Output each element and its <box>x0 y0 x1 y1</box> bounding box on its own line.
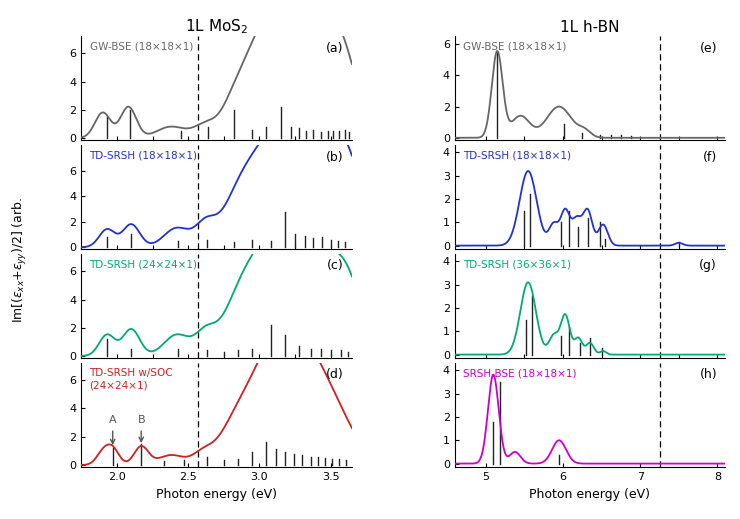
Text: (d): (d) <box>326 368 344 381</box>
Text: A: A <box>109 415 116 444</box>
Text: TD-SRSH (36×36×1): TD-SRSH (36×36×1) <box>462 260 571 269</box>
Title: 1L MoS$_2$: 1L MoS$_2$ <box>185 18 248 36</box>
Text: (h): (h) <box>699 368 717 381</box>
Text: (a): (a) <box>326 42 344 54</box>
Text: SRSH-BSE (18×18×1): SRSH-BSE (18×18×1) <box>462 368 576 378</box>
Title: 1L h-BN: 1L h-BN <box>560 20 619 35</box>
Text: (e): (e) <box>699 42 717 54</box>
Text: TD-SRSH (24×24×1): TD-SRSH (24×24×1) <box>90 260 198 269</box>
Text: (b): (b) <box>326 151 344 163</box>
Text: TD-SRSH (18×18×1): TD-SRSH (18×18×1) <box>462 151 571 160</box>
Text: (f): (f) <box>703 151 717 163</box>
Text: B: B <box>138 415 145 442</box>
Text: GW-BSE (18×18×1): GW-BSE (18×18×1) <box>462 42 566 51</box>
Text: (g): (g) <box>699 260 717 272</box>
X-axis label: Photon energy (eV): Photon energy (eV) <box>156 487 278 500</box>
Text: (c): (c) <box>327 260 344 272</box>
Text: TD-SRSH w/SOC
(24×24×1): TD-SRSH w/SOC (24×24×1) <box>90 368 173 390</box>
Text: Im[($\varepsilon_{xx}$+$\varepsilon_{yy}$)/2] (arb.: Im[($\varepsilon_{xx}$+$\varepsilon_{yy}… <box>11 196 29 323</box>
X-axis label: Photon energy (eV): Photon energy (eV) <box>529 487 650 500</box>
Text: TD-SRSH (18×18×1): TD-SRSH (18×18×1) <box>90 151 198 160</box>
Text: GW-BSE (18×18×1): GW-BSE (18×18×1) <box>90 42 193 51</box>
